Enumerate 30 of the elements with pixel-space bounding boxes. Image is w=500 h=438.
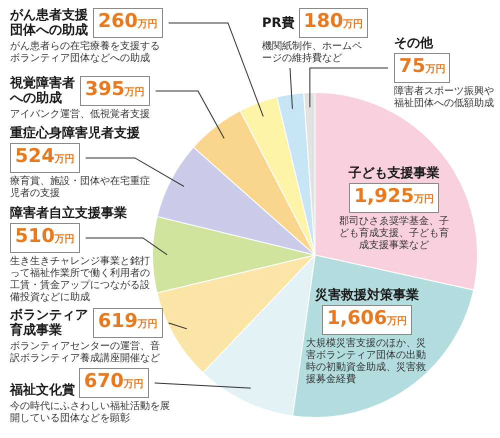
- data-label: 524万円: [15, 145, 75, 167]
- slice-label: 重症心身障害児者支援: [10, 126, 141, 141]
- slice-label: 視覚障害者への助成: [10, 76, 76, 106]
- data-label: 619万円: [98, 310, 158, 332]
- data-label: 670万円: [84, 370, 144, 392]
- text: アイバンク運営、低視覚者支援: [10, 109, 151, 121]
- data-label: 75万円: [399, 55, 446, 77]
- text: 郡司ひさゑ奨学基金、子ども育成支援、子ども育成支援事業など: [338, 216, 450, 252]
- slice-label: 災害救援対策事業: [314, 288, 420, 303]
- data-label: 180万円: [304, 10, 364, 32]
- slice-label: ボランティア育成事業: [10, 308, 89, 338]
- slice-label: 子ども支援事業: [348, 166, 440, 181]
- text: 障害者スポーツ振興や福祉団体への低額助成: [394, 86, 494, 110]
- text: 機関紙制作、ホームページの維持費など: [262, 41, 362, 65]
- slice-label: PR費: [262, 16, 295, 30]
- text: ボランティアセンターの運営、音訳ボランティア養成講座開催など: [10, 341, 161, 365]
- text: がん患者らの在宅療養を支援するボランティア団体などへの助成: [10, 41, 161, 65]
- slice-label: その他: [394, 36, 434, 51]
- slice-label: 福祉文化賞: [10, 383, 75, 398]
- text: 生き生きチャレンジ事業と銘打って福祉作業所で働く利用者の工賃・賃金アップにつながる設備投資などに助成: [10, 256, 150, 304]
- data-label: 1,606万円: [326, 307, 408, 329]
- text: 療育賞、施設・団体や在宅重症児者の支援: [10, 176, 150, 200]
- slice-label: がん患者支援団体への助成: [10, 8, 89, 38]
- text: 大規模災害支援のほか、災害ボランティア団体の出動時の初動資金助成、災害救援募金経費: [306, 338, 427, 386]
- text: 今の時代にふさわしい福祉活動を展開している団体などを顕彰: [10, 401, 170, 425]
- data-label: 395万円: [85, 78, 145, 100]
- slice-label: 障害者自立支援事業: [10, 206, 128, 221]
- data-label: 1,925万円: [354, 185, 434, 207]
- data-label: 260万円: [98, 10, 158, 32]
- data-label: 510万円: [15, 225, 75, 247]
